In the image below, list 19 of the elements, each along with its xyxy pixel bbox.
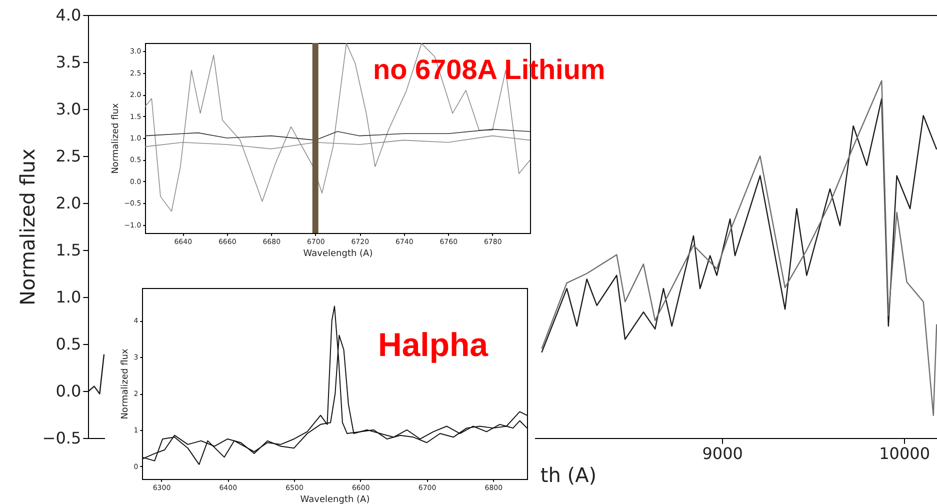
- y-tick-label: 3.0: [56, 100, 82, 118]
- y-tick-label: 1.0: [56, 288, 82, 306]
- x-tick-label: 10000: [879, 444, 930, 463]
- y-axis-title: Normalized flux: [111, 102, 122, 174]
- y-tick-label: 2.0: [56, 194, 82, 212]
- x-axis-title: Wavelength (A): [303, 248, 373, 259]
- x-tick-label: 9000: [702, 444, 743, 463]
- y-axis-title: Normalized flux: [15, 148, 40, 306]
- y-tick-label: 4.0: [56, 6, 82, 24]
- y-tick-label: 0.5: [56, 334, 82, 354]
- y-tick-label: 2.5: [56, 146, 82, 166]
- x-axis-title: th (A): [540, 462, 597, 487]
- y-tick-label: 1.5: [56, 240, 82, 260]
- y-tick-label: 3.5: [56, 52, 82, 72]
- y-tick-label: −0.5: [42, 428, 82, 448]
- y-tick-label: 0.0: [56, 382, 82, 400]
- x-axis-title: Wavelength (A): [300, 494, 370, 504]
- y-axis-title: Normalized flux: [120, 348, 131, 420]
- annotation: Halpha: [378, 326, 489, 363]
